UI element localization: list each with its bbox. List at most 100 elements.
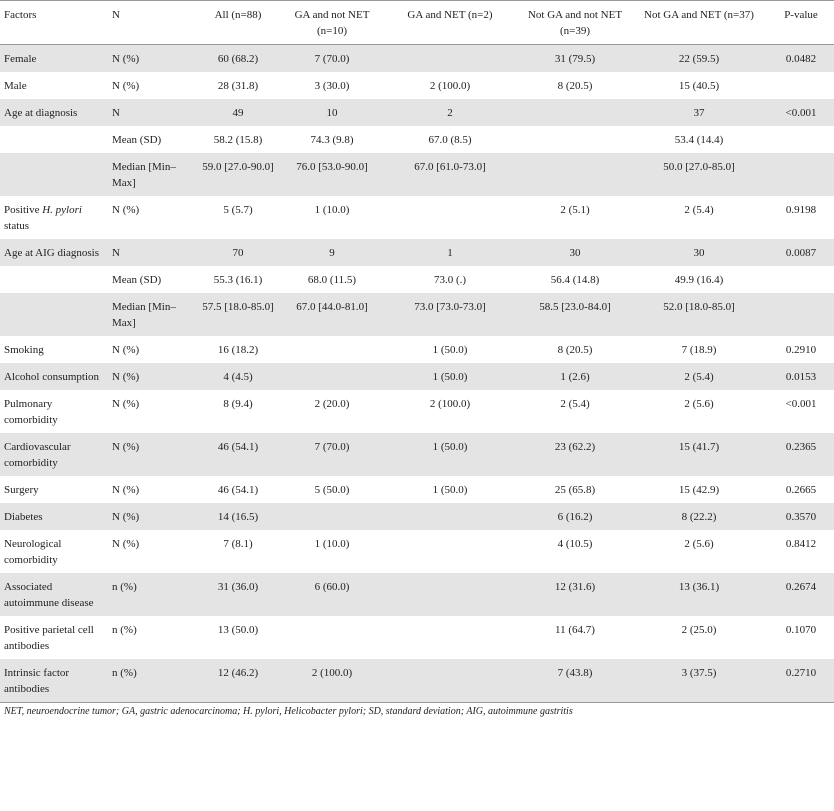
cell-ga-not-net: 1 (10.0) [314,538,350,550]
cell-factor: Neurological comorbidity [4,538,62,566]
table-row: Smoking N (%) 16 (18.2) 1 (50.0) 8 (20.5) 7 (… [0,336,834,363]
table-row: Median [Min–Max] 59.0 [27.0-90.0] 76.0 [53… [0,153,834,196]
cell-ga-net: 73.0 [73.0-73.0] [414,301,486,313]
cell-all: 58.2 (15.8) [213,134,263,146]
cell-all: 49 [232,107,244,119]
cell-all: 16 (18.2) [217,344,259,356]
cell-ga-net: 67.0 [61.0-73.0] [414,161,486,173]
cell-n: N (%) [112,511,140,523]
cell-factor: Female [4,53,37,65]
cell-not-ga-net: 13 (36.1) [678,581,720,593]
table-row: Neurological comorbidity N (%) 7 (8.1) 1 (1… [0,530,834,573]
cell-all: 46 (54.1) [217,441,259,453]
cell-factor [0,293,108,336]
cell-all: 59.0 [27.0-90.0] [202,161,274,173]
cell-n: N (%) [112,538,140,550]
cell-not-ga-not-net: 1 (2.6) [560,371,590,383]
cell-all: 70 [232,247,244,259]
cell-all: 60 (68.2) [217,53,259,65]
cell-not-ga-net: 15 (42.9) [678,484,720,496]
cell-n: n (%) [112,667,137,679]
cell-all: 8 (9.4) [223,398,253,410]
table-row: Positive parietal cell antibodies n (%) 13… [0,616,834,659]
cell-ga-net: 1 (50.0) [432,484,468,496]
cell-all: 13 (50.0) [217,624,259,636]
cell-ga-net [380,45,520,73]
data-table: Factors N All (n=88) GA and not NET (n=1… [0,0,834,703]
cell-n: Median [Min–Max] [112,161,176,189]
cell-ga-net: 2 [447,107,453,119]
table-row: Intrinsic factor antibodies n (%) 12 (46.2… [0,659,834,703]
cell-ga-not-net: 3 (30.0) [314,80,350,92]
cell-not-ga-not-net: 8 (20.5) [557,80,593,92]
header-row: Factors N All (n=88) GA and not NET (n=1… [0,0,834,45]
cell-all: 55.3 (16.1) [213,274,263,286]
cell-n: Mean (SD) [112,274,162,286]
table-row: Mean (SD) 55.3 (16.1) 68.0 (11.5) 73.0 (.) 5… [0,266,834,293]
cell-not-ga-not-net: 4 (10.5) [557,538,593,550]
cell-p-value: 0.1070 [785,624,817,636]
cell-n: N [112,247,120,259]
cell-all: 7 (8.1) [223,538,253,550]
cell-p-value: 0.8412 [785,538,817,550]
cell-factor [0,126,108,153]
table-row: Median [Min–Max] 57.5 [18.0-85.0] 67.0 [44… [0,293,834,336]
cell-not-ga-not-net: 25 (65.8) [554,484,596,496]
header-ga-net: GA and NET (n=2) [380,0,520,45]
table-row: Female N (%) 60 (68.2) 7 (70.0) 31 (79.5) 22 … [0,44,834,73]
cell-n: N (%) [112,371,140,383]
cell-p-value [768,153,834,196]
cell-not-ga-net: 15 (40.5) [678,80,720,92]
cell-p-value: <0.001 [785,398,817,410]
cell-factor: Pulmonary comorbidity [4,398,58,426]
cell-ga-not-net: 2 (20.0) [314,398,350,410]
table-row: Surgery N (%) 46 (54.1) 5 (50.0) 1 (50.0) 25 … [0,476,834,503]
cell-p-value: 0.0153 [785,371,817,383]
cell-not-ga-net: 8 (22.2) [681,511,717,523]
cell-p-value [768,293,834,336]
table-row: Positive H. pylori status N (%) 5 (5.7) 1 (… [0,196,834,239]
cell-ga-net: 1 (50.0) [432,344,468,356]
cell-ga-net: 1 [447,247,453,259]
cell-ga-not-net: 6 (60.0) [314,581,350,593]
cell-ga-net [380,503,520,530]
cell-not-ga-net: 2 (5.4) [684,204,714,216]
cell-not-ga-not-net [520,126,630,153]
cell-all: 28 (31.8) [217,80,259,92]
cell-not-ga-not-net: 2 (5.4) [560,398,590,410]
cell-ga-net [380,659,520,703]
cell-not-ga-net: 2 (5.6) [684,538,714,550]
cell-ga-net [380,530,520,573]
cell-ga-net: 2 (100.0) [429,398,471,410]
cell-all: 5 (5.7) [223,204,253,216]
table-row: Male N (%) 28 (31.8) 3 (30.0) 2 (100.0) 8 (20… [0,72,834,99]
cell-ga-net: 1 (50.0) [432,371,468,383]
cell-not-ga-not-net: 30 [569,247,581,259]
cell-not-ga-net: 52.0 [18.0-85.0] [663,301,735,313]
cell-not-ga-net: 15 (41.7) [678,441,720,453]
cell-ga-not-net [284,503,380,530]
cell-factor [0,266,108,293]
cell-factor: Positive H. pylori status [4,204,82,232]
table-row: Alcohol consumption N (%) 4 (4.5) 1 (50.0) 1… [0,363,834,390]
cell-n: Median [Min–Max] [112,301,176,329]
cell-not-ga-not-net [520,153,630,196]
table-row: Age at diagnosis N 49 10 2 37 <0.001 [0,99,834,126]
table-row: Age at AIG diagnosis N 70 9 1 30 30 0.0087 [0,239,834,266]
cell-factor: Surgery [4,484,39,496]
cell-ga-net: 2 (100.0) [429,80,471,92]
cell-not-ga-net: 2 (5.6) [684,398,714,410]
header-n: N [108,0,192,45]
cell-ga-not-net: 9 [329,247,335,259]
cell-ga-not-net [284,363,380,390]
cell-n: Mean (SD) [112,134,162,146]
cell-ga-net: 1 (50.0) [432,441,468,453]
table-row: Cardiovascular comorbidity N (%) 46 (54.1)… [0,433,834,476]
cell-not-ga-not-net: 31 (79.5) [554,53,596,65]
cell-ga-not-net [284,616,380,659]
cell-not-ga-not-net: 2 (5.1) [560,204,590,216]
cell-ga-net [380,196,520,239]
cell-all: 46 (54.1) [217,484,259,496]
cell-factor: Age at AIG diagnosis [4,247,100,259]
cell-n: n (%) [112,581,137,593]
